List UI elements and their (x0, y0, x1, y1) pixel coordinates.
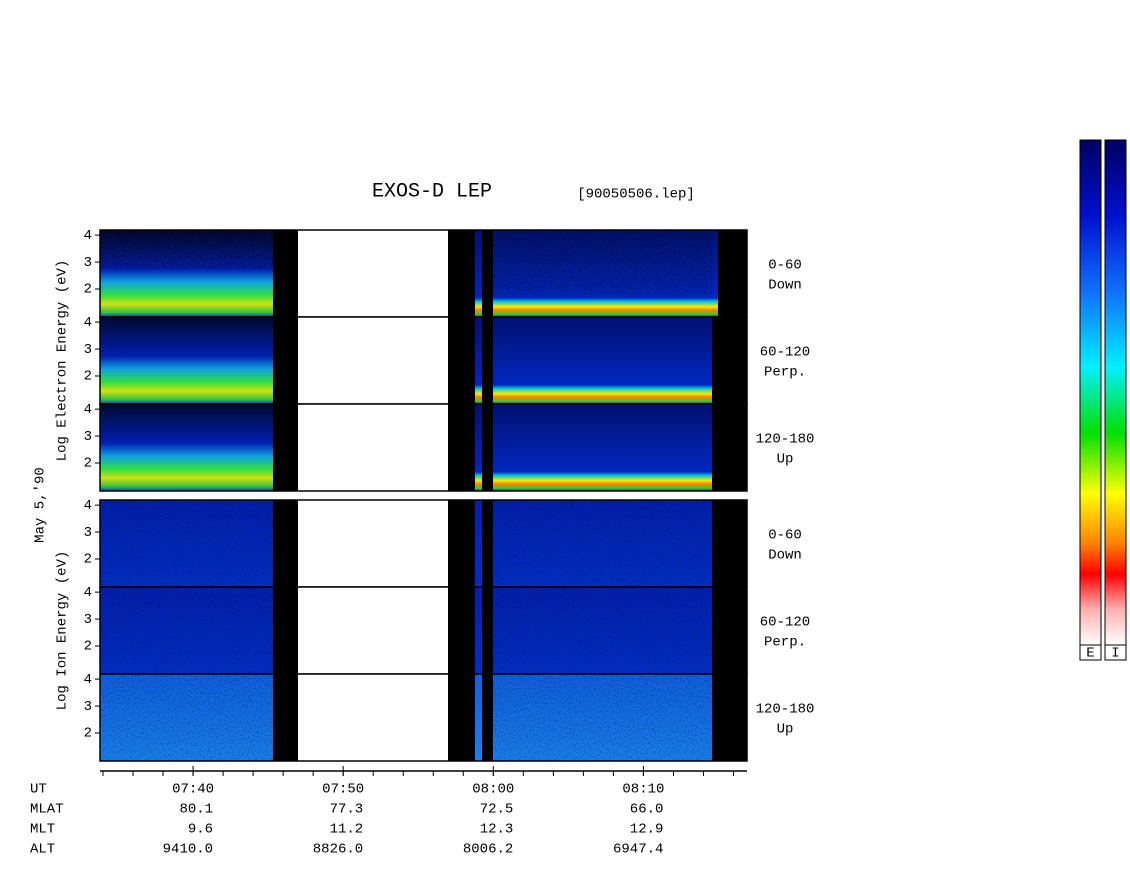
panel-angle: 0-60 (768, 258, 802, 274)
orbit-label: MLT (30, 822, 55, 838)
date-label: May 5,'90 (33, 467, 49, 543)
orbit-value: 66.0 (630, 802, 664, 818)
y-axis-label: Log Ion Energy (eV) (55, 551, 71, 711)
colorbar (1079, 139, 1102, 646)
noise (100, 587, 273, 674)
y-tick-label: 3 (84, 429, 92, 445)
x-tick-label: 07:50 (322, 782, 364, 798)
panel-angle: 60-120 (760, 345, 810, 361)
data-gap (298, 674, 448, 761)
spectrogram-image (475, 404, 482, 491)
orbit-value: 8006.2 (463, 842, 513, 858)
panel-angle: 0-60 (768, 528, 802, 544)
y-tick-label: 4 (84, 315, 92, 331)
orbit-value: 9410.0 (163, 842, 213, 858)
spectrogram-image (475, 674, 482, 761)
data-gap (298, 500, 448, 587)
orbit-value: 8826.0 (313, 842, 363, 858)
orbit-value: 72.5 (480, 802, 514, 818)
y-tick-label: 4 (84, 402, 92, 418)
y-tick-label: 2 (84, 639, 92, 655)
panel-direction: Up (777, 722, 794, 738)
panel-angle: 120-180 (756, 702, 815, 718)
orbit-label: ALT (30, 842, 55, 858)
spectrogram-image (100, 317, 273, 404)
orbit-label: MLAT (30, 802, 64, 818)
spectrogram-image (475, 500, 482, 587)
panel-frame (99, 673, 748, 762)
noise (493, 587, 712, 674)
noise (493, 230, 712, 296)
orbit-value: 77.3 (330, 802, 364, 818)
spectrogram-image (475, 587, 482, 674)
data-gap (298, 230, 448, 317)
y-tick-label: 2 (84, 282, 92, 298)
spectrogram-image (493, 317, 712, 404)
y-tick-label: 2 (84, 369, 92, 385)
panel-direction: Perp. (764, 365, 806, 381)
y-tick-label: 4 (84, 672, 92, 688)
spectrogram-image (493, 404, 712, 491)
y-tick-label: 3 (84, 612, 92, 628)
y-tick-label: 3 (84, 699, 92, 715)
spectrogram-image (100, 404, 273, 491)
y-axis-label: Log Electron Energy (eV) (55, 260, 71, 462)
file-label: [90050506.lep] (577, 187, 695, 203)
orbit-value: 12.3 (480, 822, 514, 838)
y-tick-label: 3 (84, 255, 92, 271)
x-tick-label: 08:10 (622, 782, 664, 798)
noise (100, 500, 273, 587)
x-tick-label: 08:00 (472, 782, 514, 798)
title: EXOS-D LEP (372, 180, 492, 203)
data-gap (298, 587, 448, 674)
orbit-value: 80.1 (179, 802, 213, 818)
spectrogram-image (475, 317, 482, 404)
panel-frame (99, 403, 748, 492)
y-tick-label: 4 (84, 498, 92, 514)
y-tick-label: 2 (84, 552, 92, 568)
panel-direction: Perp. (764, 635, 806, 651)
panel-angle: 120-180 (756, 432, 815, 448)
noise (493, 500, 712, 587)
orbit-label: UT (30, 782, 47, 798)
colorbar-label: E (1086, 646, 1094, 662)
orbit-value: 12.9 (630, 822, 664, 838)
x-tick-label: 07:40 (172, 782, 214, 798)
data-gap (298, 317, 448, 404)
y-tick-label: 3 (84, 342, 92, 358)
panel-direction: Down (768, 278, 802, 294)
orbit-value: 9.6 (188, 822, 213, 838)
panel-angle: 60-120 (760, 615, 810, 631)
noise (100, 230, 273, 270)
y-tick-label: 4 (84, 228, 92, 244)
noise (100, 674, 273, 761)
noise (493, 674, 712, 761)
colorbar-label-box (1079, 644, 1102, 661)
y-tick-label: 4 (84, 585, 92, 601)
colorbar-label: I (1111, 646, 1119, 662)
y-tick-label: 3 (84, 525, 92, 541)
spectrogram-image (475, 230, 482, 317)
y-tick-label: 2 (84, 456, 92, 472)
orbit-value: 6947.4 (613, 842, 663, 858)
panel-direction: Up (777, 452, 794, 468)
data-gap (298, 404, 448, 491)
colorbar-label-box (1104, 644, 1127, 661)
panel-direction: Down (768, 548, 802, 564)
orbit-value: 11.2 (330, 822, 364, 838)
colorbar (1104, 139, 1127, 646)
y-tick-label: 2 (84, 726, 92, 742)
